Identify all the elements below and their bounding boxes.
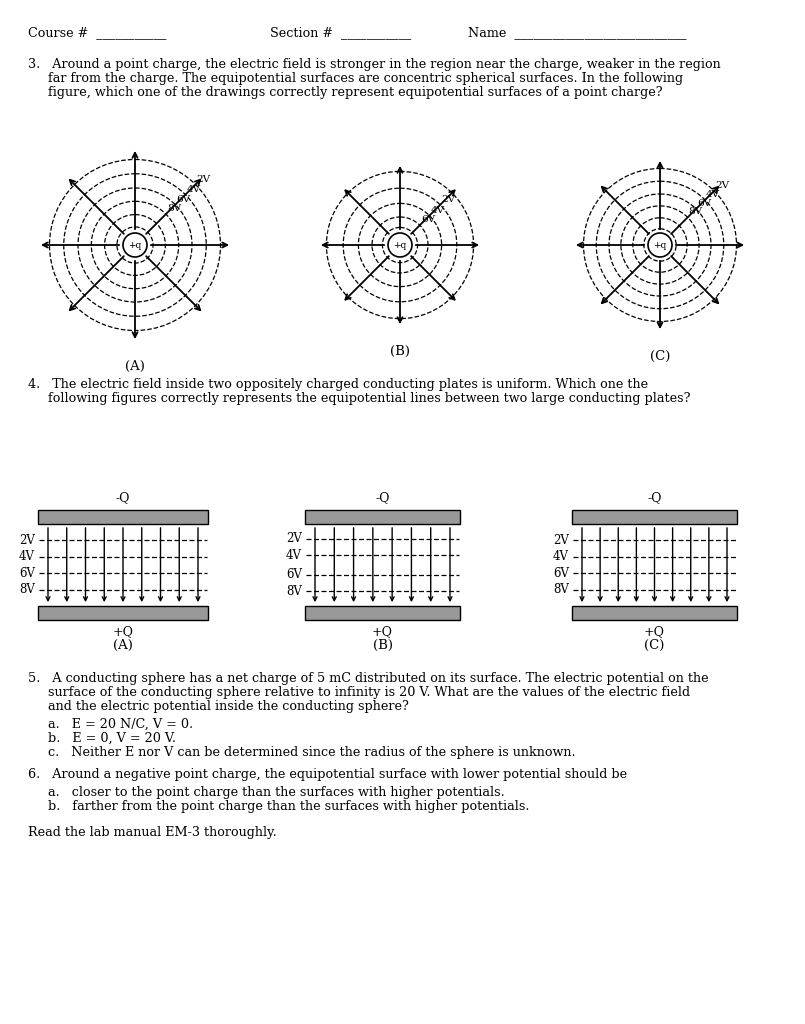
Bar bbox=[572, 606, 737, 620]
Text: Read the lab manual EM-3 thoroughly.: Read the lab manual EM-3 thoroughly. bbox=[28, 826, 277, 839]
Text: Name  ___________________________: Name ___________________________ bbox=[468, 26, 687, 39]
Text: a.   E = 20 N/C, V = 0.: a. E = 20 N/C, V = 0. bbox=[48, 718, 193, 731]
Text: 4.   The electric field inside two oppositely charged conducting plates is unifo: 4. The electric field inside two opposit… bbox=[28, 378, 648, 391]
Text: 4V: 4V bbox=[286, 549, 302, 561]
Text: figure, which one of the drawings correctly represent equipotential surfaces of : figure, which one of the drawings correc… bbox=[28, 86, 663, 99]
Bar bbox=[572, 510, 737, 524]
Text: 8V: 8V bbox=[167, 204, 181, 213]
Text: b.   E = 0, V = 20 V.: b. E = 0, V = 20 V. bbox=[48, 732, 176, 745]
Text: 2V: 2V bbox=[553, 534, 569, 547]
Text: 2V: 2V bbox=[441, 195, 456, 204]
Text: 4V: 4V bbox=[187, 184, 200, 194]
Text: a.   closer to the point charge than the surfaces with higher potentials.: a. closer to the point charge than the s… bbox=[48, 786, 505, 799]
Text: Section #  ___________: Section # ___________ bbox=[270, 26, 411, 39]
Text: 4V: 4V bbox=[706, 189, 720, 199]
Text: (C): (C) bbox=[650, 350, 671, 362]
Text: 2V: 2V bbox=[196, 174, 211, 183]
Text: c.   Neither E nor V can be determined since the radius of the sphere is unknown: c. Neither E nor V can be determined sin… bbox=[48, 746, 576, 759]
Text: 8V: 8V bbox=[286, 585, 302, 598]
Text: Course #  ___________: Course # ___________ bbox=[28, 26, 167, 39]
Text: b.   farther from the point charge than the surfaces with higher potentials.: b. farther from the point charge than th… bbox=[48, 800, 530, 813]
Text: 6V: 6V bbox=[697, 199, 711, 208]
Text: 8V: 8V bbox=[553, 583, 569, 596]
Text: -Q: -Q bbox=[116, 490, 130, 504]
Text: 4V: 4V bbox=[553, 550, 569, 563]
Circle shape bbox=[388, 233, 412, 257]
Text: 2V: 2V bbox=[286, 532, 302, 545]
Text: (A): (A) bbox=[113, 639, 133, 652]
Bar bbox=[38, 606, 208, 620]
Bar bbox=[305, 606, 460, 620]
Text: 8V: 8V bbox=[19, 583, 35, 596]
Text: 6V: 6V bbox=[421, 215, 435, 224]
Text: +q: +q bbox=[394, 241, 407, 250]
Text: 6V: 6V bbox=[553, 566, 569, 580]
Text: (A): (A) bbox=[125, 360, 145, 373]
Text: 8V: 8V bbox=[688, 207, 703, 216]
Text: 4V: 4V bbox=[19, 550, 35, 563]
Text: -Q: -Q bbox=[647, 490, 662, 504]
Text: (C): (C) bbox=[644, 639, 665, 652]
Text: surface of the conducting sphere relative to infinity is 20 V. What are the valu: surface of the conducting sphere relativ… bbox=[28, 686, 690, 699]
Text: +q: +q bbox=[654, 241, 667, 250]
Text: +Q: +Q bbox=[644, 625, 665, 638]
Text: and the electric potential inside the conducting sphere?: and the electric potential inside the co… bbox=[28, 700, 409, 713]
Text: 6V: 6V bbox=[176, 195, 191, 204]
Text: (B): (B) bbox=[373, 639, 393, 652]
Text: 6V: 6V bbox=[19, 566, 35, 580]
Text: 2V: 2V bbox=[19, 534, 35, 547]
Text: following figures correctly represents the equipotential lines between two large: following figures correctly represents t… bbox=[28, 392, 691, 406]
Text: 6V: 6V bbox=[286, 568, 302, 582]
Bar bbox=[38, 510, 208, 524]
Text: +Q: +Q bbox=[372, 625, 393, 638]
Text: +q: +q bbox=[128, 241, 142, 250]
Bar bbox=[305, 510, 460, 524]
Text: 4V: 4V bbox=[431, 206, 444, 215]
Text: 6.   Around a negative point charge, the equipotential surface with lower potent: 6. Around a negative point charge, the e… bbox=[28, 768, 627, 781]
Circle shape bbox=[123, 233, 147, 257]
Text: (B): (B) bbox=[390, 345, 410, 358]
Text: 3.   Around a point charge, the electric field is stronger in the region near th: 3. Around a point charge, the electric f… bbox=[28, 58, 720, 71]
Circle shape bbox=[648, 233, 672, 257]
Text: -Q: -Q bbox=[375, 490, 390, 504]
Text: +Q: +Q bbox=[113, 625, 134, 638]
Text: 2V: 2V bbox=[715, 181, 729, 189]
Text: 5.   A conducting sphere has a net charge of 5 mC distributed on its surface. Th: 5. A conducting sphere has a net charge … bbox=[28, 672, 708, 685]
Text: far from the charge. The equipotential surfaces are concentric spherical surface: far from the charge. The equipotential s… bbox=[28, 72, 683, 85]
